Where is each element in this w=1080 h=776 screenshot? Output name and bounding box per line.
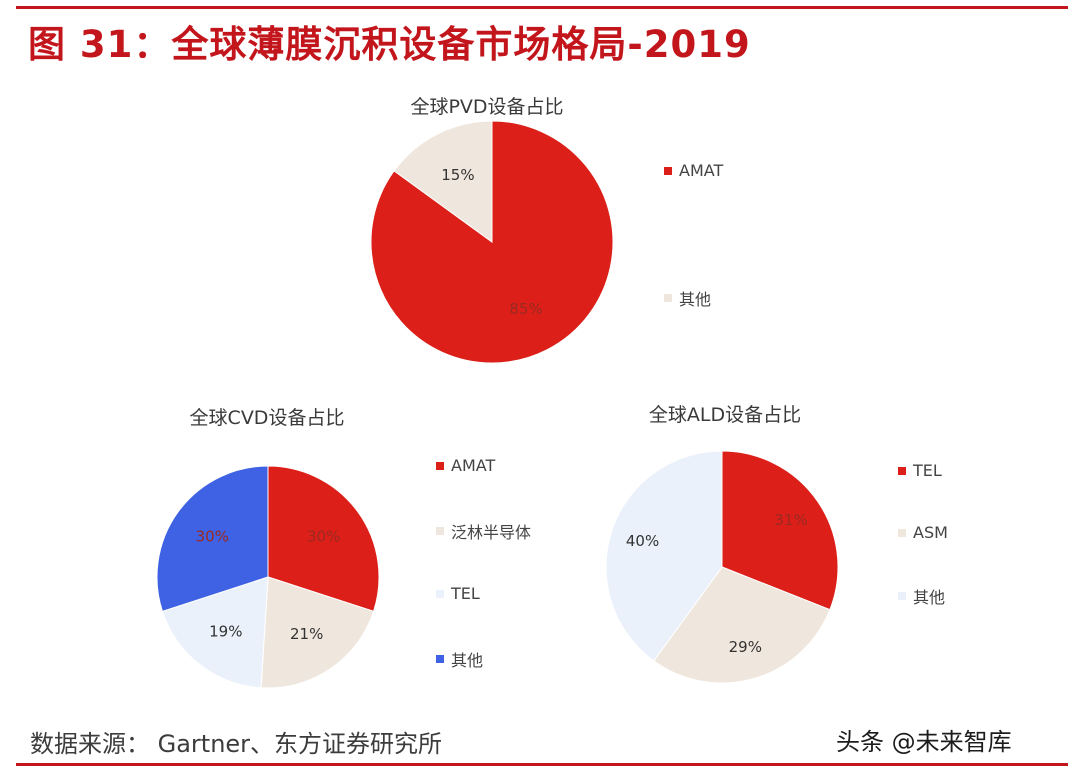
legend-item-其他: 其他 xyxy=(436,647,483,671)
legend-item-TEL: TEL xyxy=(898,460,942,480)
legend-label: 其他 xyxy=(451,651,484,670)
data-label-其他: 15% xyxy=(441,166,474,184)
legend-label: 其他 xyxy=(679,290,712,309)
legend-label: 其他 xyxy=(913,588,946,607)
legend-swatch xyxy=(898,466,906,475)
ald-chart-title: 全球ALD设备占比 xyxy=(648,404,802,426)
pie-slice-其他 xyxy=(156,465,269,612)
legend-item-其他: 其他 xyxy=(898,584,945,608)
legend-label: AMAT xyxy=(451,456,496,475)
figure-title: 图 31：全球薄膜沉积设备市场格局-2019 xyxy=(28,23,751,66)
legend-label: ASM xyxy=(913,523,948,542)
legend-label: TEL xyxy=(451,584,480,603)
data-label-泛林半导体: 21% xyxy=(290,625,323,643)
data-label-ASM: 29% xyxy=(729,638,762,656)
pvd-pie-chart: 85% 15% xyxy=(370,120,614,364)
ald-pie-chart: 31% 29% 40% xyxy=(605,450,839,684)
legend-swatch xyxy=(664,166,672,175)
legend-swatch xyxy=(898,528,906,537)
watermark: 头条 @未来智库 xyxy=(836,728,1012,756)
legend-item-其他: 其他 xyxy=(664,286,711,310)
cvd-pie-chart: 30% 21% 19% 30% xyxy=(156,465,380,689)
pie-slice-AMAT xyxy=(267,465,380,612)
data-label-TEL: 19% xyxy=(209,622,242,640)
pie-slice-TEL xyxy=(721,450,839,611)
legend-swatch xyxy=(436,589,444,598)
legend-swatch xyxy=(436,527,444,535)
data-label-TEL: 31% xyxy=(774,511,807,529)
data-label-其他: 40% xyxy=(626,532,659,550)
legend-label: 泛林半导体 xyxy=(451,523,532,542)
pie-slice-ASM xyxy=(653,566,831,684)
pie-slice-其他 xyxy=(605,450,723,662)
data-label-其他: 30% xyxy=(196,528,229,546)
source-note: 数据来源： Gartner、东方证券研究所 xyxy=(30,730,443,758)
pie-slice-其他 xyxy=(393,120,493,243)
data-label-AMAT: 30% xyxy=(307,528,340,546)
legend-swatch xyxy=(898,592,906,600)
cvd-chart-title: 全球CVD设备占比 xyxy=(189,407,345,429)
pie-slice-TEL xyxy=(161,576,269,689)
bottom-rule xyxy=(16,763,1068,766)
legend-label: TEL xyxy=(913,461,942,480)
legend-item-ASM: ASM xyxy=(898,522,948,542)
legend-swatch xyxy=(436,655,444,663)
pie-slice-泛林半导体 xyxy=(260,576,375,689)
top-rule xyxy=(16,6,1068,9)
legend-label: AMAT xyxy=(679,161,724,180)
legend-item-AMAT: AMAT xyxy=(436,455,495,475)
pvd-chart-title: 全球PVD设备占比 xyxy=(410,96,564,118)
legend-item-AMAT: AMAT xyxy=(664,160,723,180)
legend-item-泛林半导体: 泛林半导体 xyxy=(436,519,531,543)
legend-swatch xyxy=(436,461,444,470)
data-label-AMAT: 85% xyxy=(509,300,542,318)
legend-swatch xyxy=(664,294,672,302)
legend-item-TEL: TEL xyxy=(436,583,480,603)
